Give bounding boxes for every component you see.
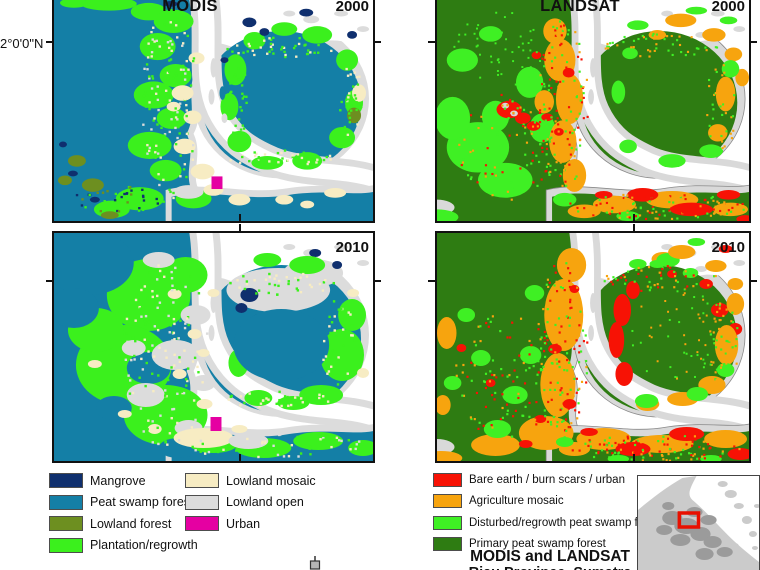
latitude-tick [428, 41, 435, 43]
panel-modis-2000: MODIS 2000 [52, 0, 375, 223]
legend-item-mangrove: Mangrove [49, 472, 198, 489]
modis-legend-col2: Lowland mosaic Lowland open Urban [185, 472, 316, 537]
caption-line2: Riau Province, Sumatra [430, 565, 670, 570]
legend-label: Lowland mosaic [226, 473, 316, 488]
legend-item-plantation-regrowth: Plantation/regrowth [49, 537, 198, 553]
north-arrow-fragment [308, 556, 322, 570]
latitude-label: 2°0'0"N [0, 36, 44, 51]
longitude-tick [633, 224, 635, 231]
landsat-legend: Bare earth / burn scars / urban Agricult… [433, 471, 663, 557]
latitude-tick [750, 280, 757, 282]
locator-inset-map [637, 475, 760, 570]
legend-item-urban: Urban [185, 515, 316, 532]
latitude-tick [374, 280, 381, 282]
legend-swatch-lowland-forest [49, 516, 83, 532]
legend-swatch-urban [185, 516, 219, 532]
legend-swatch-lowland-open [185, 494, 219, 510]
modis-2010-map-image [54, 233, 373, 461]
latitude-tick [428, 280, 435, 282]
latitude-tick [46, 280, 53, 282]
year-label: 2010 [711, 239, 745, 256]
longitude-tick [239, 214, 241, 221]
modis-legend-col1: Mangrove Peat swamp forest Lowland fores… [49, 472, 198, 553]
legend-swatch-agriculture-mosaic [433, 494, 462, 509]
legend-swatch-mangrove [49, 473, 83, 489]
panel-title-landsat: LANDSAT [540, 0, 620, 15]
legend-label: Lowland open [226, 495, 304, 510]
longitude-tick [239, 454, 241, 461]
panel-landsat-2000: LANDSAT 2000 [435, 0, 751, 223]
legend-swatch-disturbed-peat-swamp [433, 515, 462, 530]
legend-swatch-bare-earth [433, 472, 462, 487]
legend-label: Plantation/regrowth [90, 538, 198, 553]
legend-item-lowland-open: Lowland open [185, 494, 316, 510]
legend-item-peat-swamp-forest: Peat swamp forest [49, 494, 198, 510]
legend-item-primary-peat-swamp: Primary peat swamp forest [433, 536, 663, 552]
legend-item-lowland-forest: Lowland forest [49, 515, 198, 532]
legend-item-bare-earth: Bare earth / burn scars / urban [433, 471, 663, 487]
sumatra-inset-image [638, 476, 759, 570]
legend-item-disturbed-peat-swamp: Disturbed/regrowth peat swamp forest [433, 514, 664, 530]
legend-label: Lowland forest [90, 516, 172, 531]
legend-label: Agriculture mosaic [469, 495, 564, 508]
year-label: 2000 [711, 0, 745, 15]
legend-swatch-lowland-mosaic [185, 473, 219, 489]
inset-study-area-marker [677, 511, 701, 529]
legend-label: Mangrove [90, 473, 146, 488]
legend-label: Urban [226, 516, 261, 531]
legend-label: Primary peat swamp forest [469, 538, 606, 551]
modis-2000-map-image [54, 0, 373, 221]
latitude-tick [46, 41, 53, 43]
year-label: 2010 [335, 239, 369, 256]
legend-item-agriculture-mosaic: Agriculture mosaic [433, 493, 663, 509]
caption-line1: MODIS and LANDSAT [470, 548, 630, 565]
legend-swatch-peat-swamp-forest [49, 494, 83, 510]
longitude-tick [633, 214, 635, 221]
figure-caption: MODIS and LANDSAT Riau Province, Sumatra [430, 548, 670, 570]
panel-title-modis: MODIS [162, 0, 218, 15]
legend-label: Bare earth / burn scars / urban [469, 473, 625, 486]
inset-islands [717, 481, 759, 559]
modis-legend: Mangrove Peat swamp forest Lowland fores… [49, 472, 316, 558]
landsat-2000-map-image [437, 0, 749, 221]
legend-label: Disturbed/regrowth peat swamp forest [469, 516, 664, 529]
longitude-tick [633, 454, 635, 461]
latitude-tick [750, 41, 757, 43]
longitude-tick [239, 224, 241, 231]
year-label: 2000 [335, 0, 369, 15]
latitude-tick [374, 41, 381, 43]
legend-label: Peat swamp forest [90, 495, 194, 510]
panel-landsat-2010: 2010 [435, 231, 751, 463]
legend-item-lowland-mosaic: Lowland mosaic [185, 472, 316, 489]
legend-swatch-primary-peat-swamp [433, 537, 462, 552]
panel-modis-2010: 2010 [52, 231, 375, 463]
landsat-2010-map-image [437, 233, 749, 461]
legend-swatch-plantation-regrowth [49, 537, 83, 553]
